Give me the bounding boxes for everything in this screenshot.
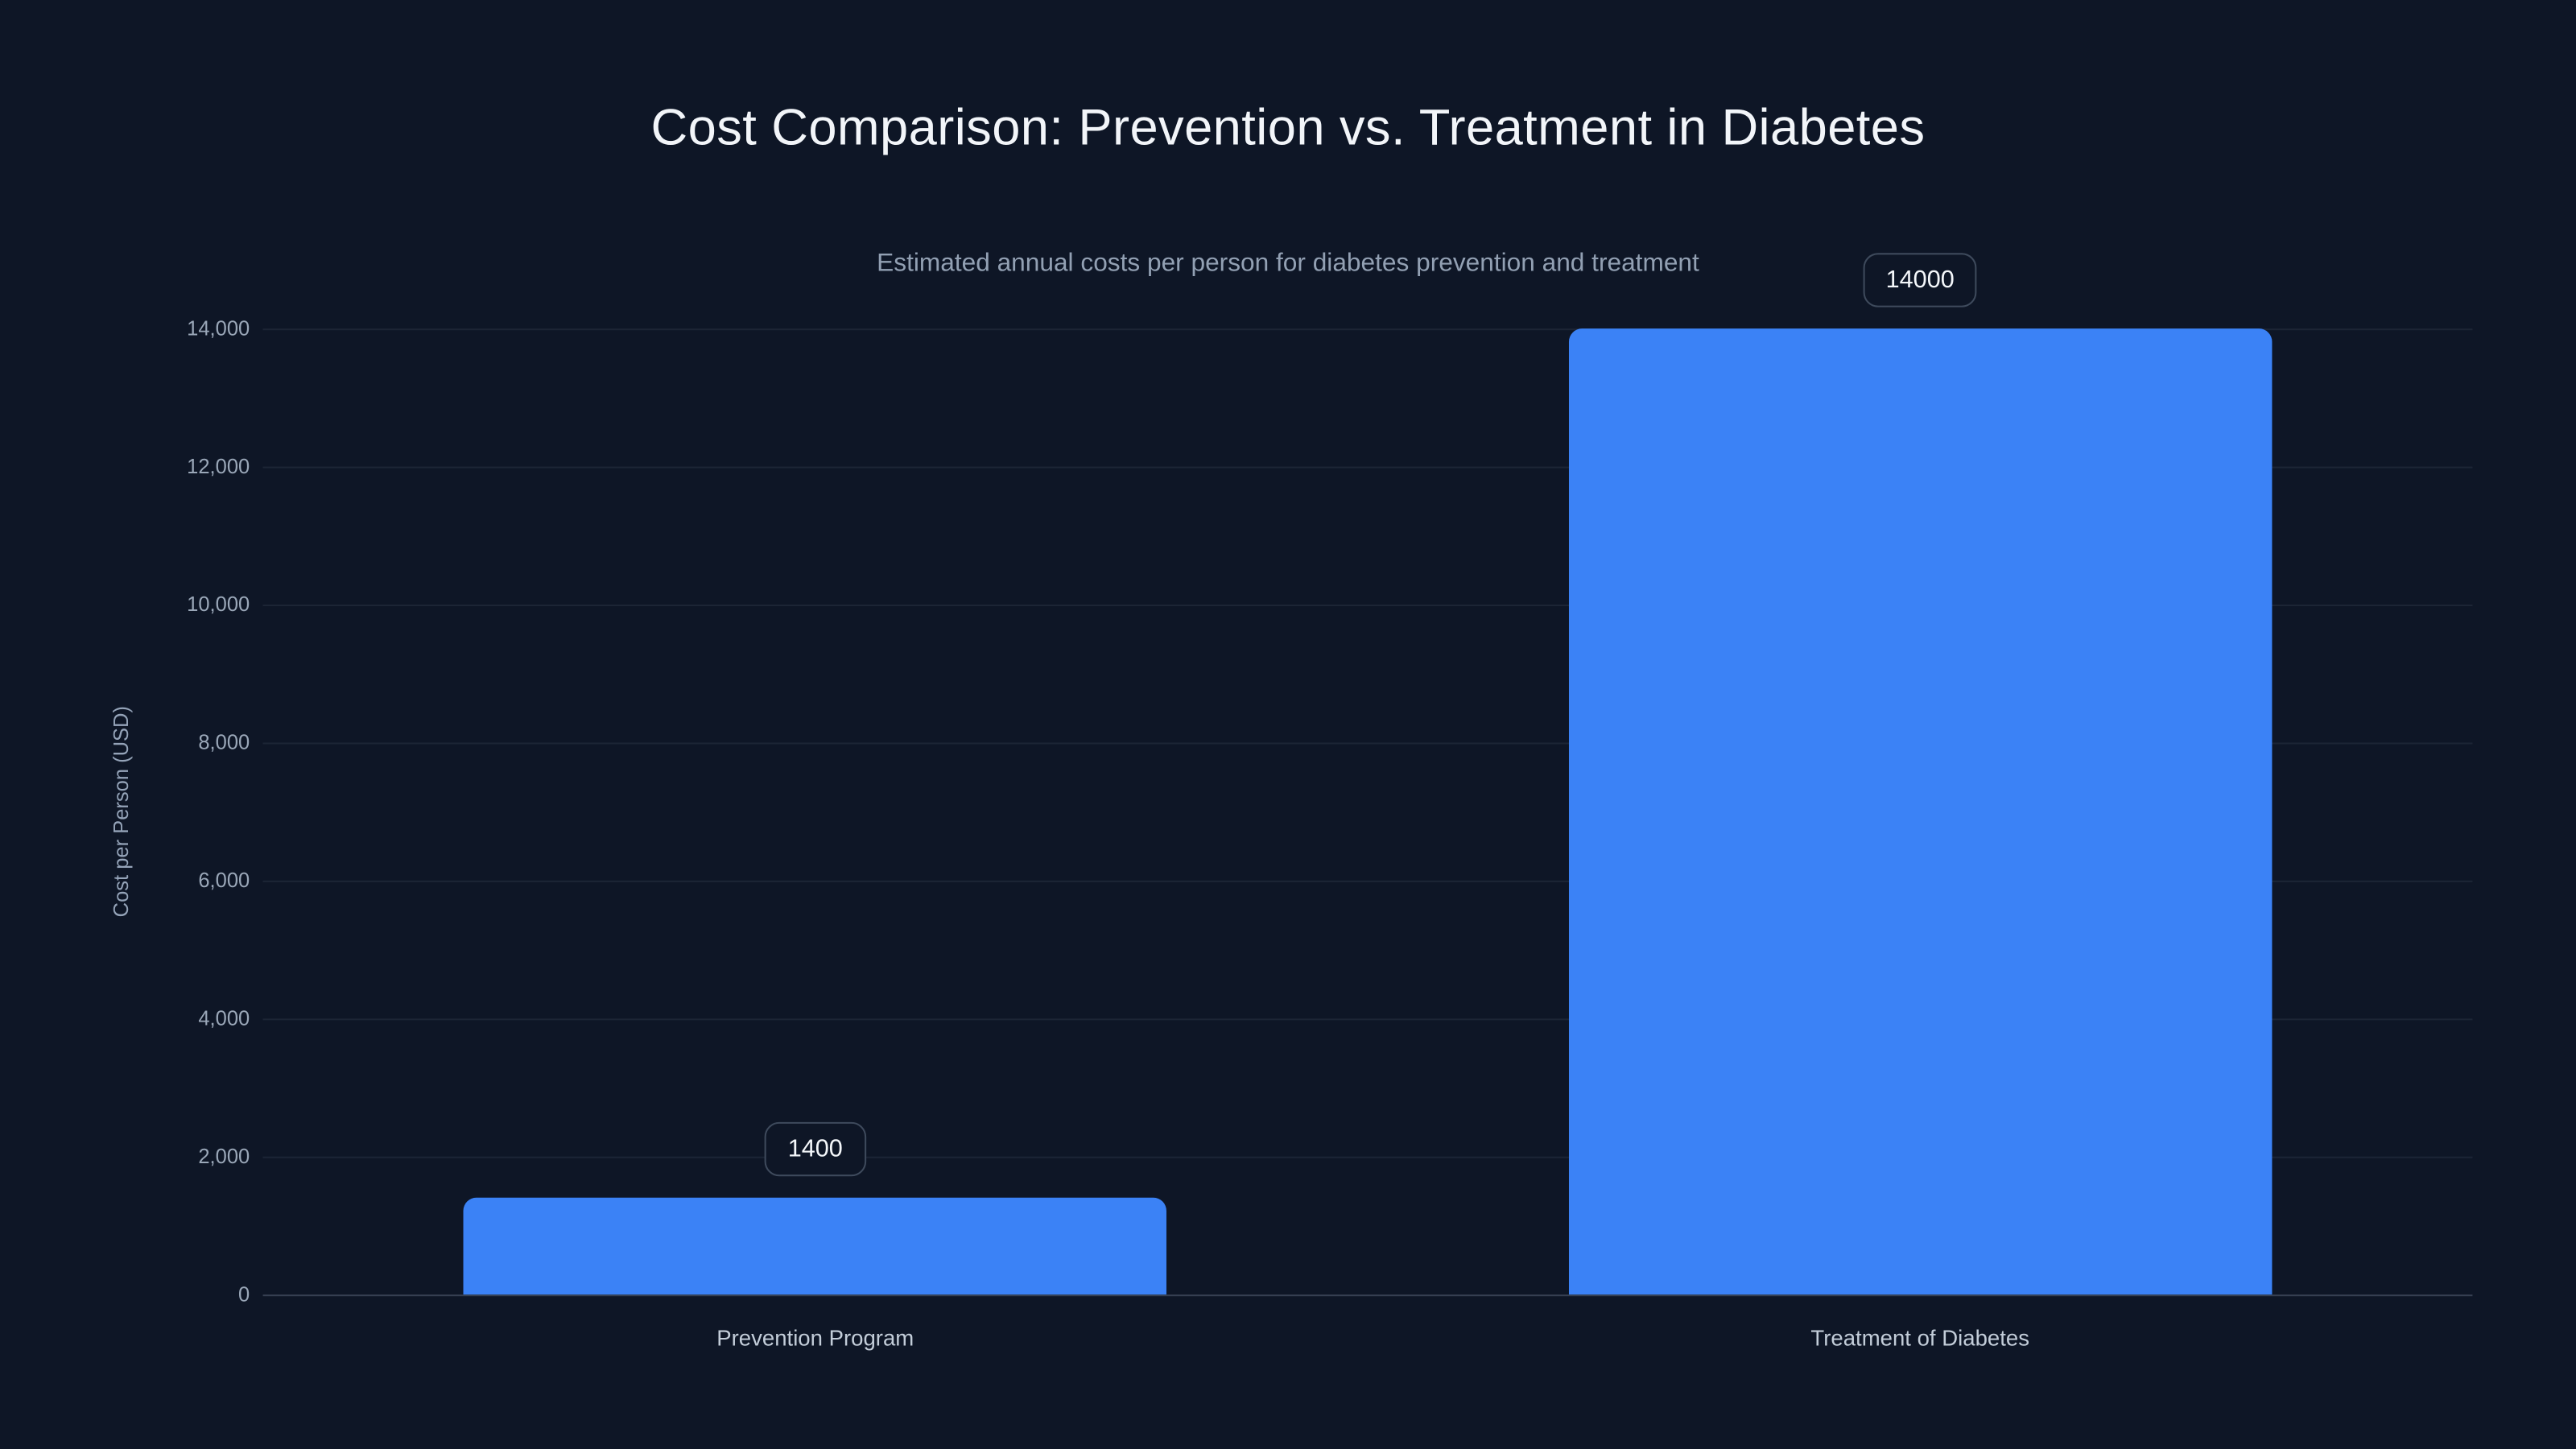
y-tick-label: 10,000	[187, 592, 250, 617]
y-tick-label: 0	[238, 1282, 250, 1307]
bar-value-badge: 1400	[765, 1122, 866, 1177]
bar-prevention[interactable]	[463, 1198, 1166, 1295]
chart-title: Cost Comparison: Prevention vs. Treatmen…	[650, 98, 1926, 156]
y-tick-label: 14,000	[187, 316, 250, 341]
gridline	[262, 742, 2473, 745]
x-axis-label: Prevention Program	[716, 1325, 914, 1351]
chart-subtitle: Estimated annual costs per person for di…	[877, 250, 1699, 278]
y-tick-label: 6,000	[198, 869, 250, 893]
gridline	[262, 466, 2473, 469]
x-axis-label: Treatment of Diabetes	[1810, 1325, 2029, 1351]
gridline	[262, 1156, 2473, 1158]
gridline	[262, 328, 2473, 331]
y-tick-label: 8,000	[198, 731, 250, 754]
bar-treatment[interactable]	[1568, 328, 2273, 1295]
gridline	[262, 1018, 2473, 1021]
y-tick-label: 4,000	[198, 1007, 250, 1030]
x-axis-line	[262, 1294, 2473, 1297]
y-tick-label: 12,000	[187, 455, 250, 478]
y-tick-label: 2,000	[198, 1145, 250, 1169]
gridline	[262, 605, 2473, 607]
bar-value-badge: 14000	[1863, 253, 1978, 308]
gridline	[262, 880, 2473, 882]
